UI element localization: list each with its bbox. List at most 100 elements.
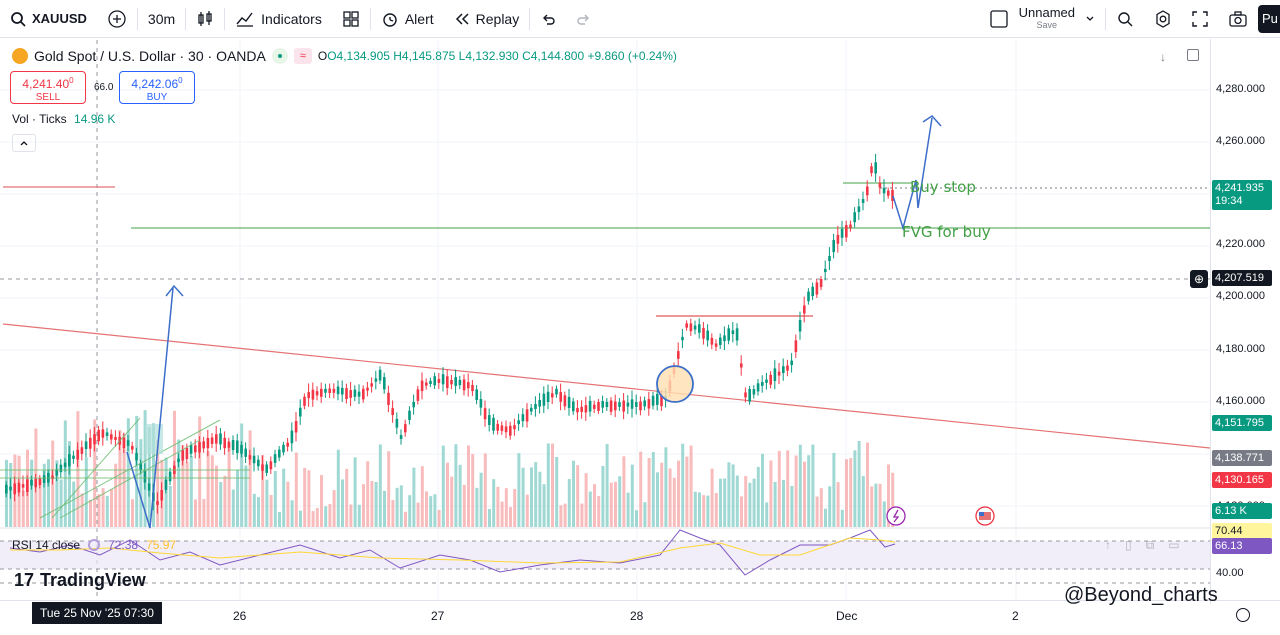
candle-body	[72, 455, 75, 459]
candle-body	[177, 458, 180, 462]
candle-body	[794, 340, 798, 353]
volume-bar	[639, 451, 643, 527]
candle-body	[110, 434, 113, 440]
candle-body	[614, 401, 617, 411]
candle-body	[467, 382, 470, 389]
volume-bar	[576, 465, 580, 527]
lightning-event-icon[interactable]	[886, 506, 906, 526]
price-tick: 4,180.000	[1216, 343, 1265, 355]
volume-bar	[236, 470, 239, 527]
expand-icon[interactable]: ⧉	[1145, 538, 1155, 552]
candle-body	[282, 444, 285, 453]
legend-maximize-icon[interactable]	[1187, 49, 1199, 61]
volume-bar	[563, 503, 567, 527]
settings-button[interactable]	[1144, 0, 1182, 38]
candle-body	[395, 418, 399, 428]
volume-bar	[181, 445, 185, 527]
axis-settings-icon[interactable]	[1236, 608, 1250, 622]
volume-bar	[555, 456, 559, 527]
volume-bar	[110, 489, 113, 527]
volume-bar	[870, 486, 874, 527]
interval-button[interactable]: 30m	[138, 0, 185, 38]
quick-search-button[interactable]	[1106, 0, 1144, 38]
candle-body	[719, 337, 722, 345]
candle-body	[521, 414, 525, 422]
volume-bar	[168, 485, 172, 527]
candle-body	[357, 391, 361, 397]
screenshot-button[interactable]	[1218, 0, 1258, 38]
volume-bar	[408, 495, 412, 527]
candle-body	[576, 408, 579, 413]
indicators-button[interactable]: Indicators	[225, 0, 332, 38]
candle-body	[731, 330, 735, 334]
arrow-up-icon[interactable]: ↑	[1105, 538, 1111, 552]
legend-collapse-icon[interactable]: ↓	[1160, 50, 1166, 64]
price-scale[interactable]	[1210, 39, 1280, 604]
candle-body	[584, 405, 588, 413]
volume-bar	[567, 479, 571, 527]
candle-body	[891, 189, 894, 201]
volume-bar	[475, 487, 479, 527]
volume-bar	[294, 452, 298, 527]
author-watermark: @Beyond_charts	[1064, 584, 1218, 606]
volume-bar	[887, 464, 890, 527]
volume-bar	[231, 489, 235, 527]
candle-body	[101, 429, 105, 438]
templates-button[interactable]	[332, 0, 370, 38]
volume-bar	[261, 454, 265, 527]
time-tick: 26	[233, 609, 247, 623]
candle-body	[223, 437, 226, 449]
candle-body	[160, 489, 163, 501]
candle-body	[219, 433, 222, 445]
candle-body	[618, 402, 621, 407]
candle-body	[257, 459, 260, 467]
fullscreen-button[interactable]	[1182, 0, 1218, 38]
volume-bar	[656, 472, 659, 527]
volume-bar	[492, 479, 496, 527]
candle-body	[17, 482, 21, 493]
chart-type-button[interactable]	[186, 0, 224, 38]
undo-button[interactable]	[530, 0, 566, 38]
replay-button[interactable]: Replay	[444, 0, 530, 38]
candle-body	[845, 225, 848, 238]
add-alert-icon[interactable]: ⊕	[1190, 270, 1208, 288]
volume-bar	[450, 476, 454, 527]
layout-button[interactable]: Unnamed Save	[979, 0, 1105, 38]
publish-button[interactable]: Pu	[1258, 4, 1280, 33]
compare-button[interactable]	[97, 0, 137, 38]
gold-icon	[12, 48, 28, 64]
candle-body	[345, 388, 348, 400]
alert-button[interactable]: Alert	[371, 0, 444, 38]
redo-button[interactable]	[566, 0, 602, 38]
volume-bar	[597, 496, 601, 527]
buy-price-sup: 0	[178, 76, 183, 85]
candle-body	[811, 286, 814, 297]
volume-bar	[605, 443, 609, 527]
volume-bar	[324, 506, 328, 527]
candle-body	[756, 383, 760, 392]
candle-body	[194, 445, 197, 453]
volume-bar	[114, 463, 118, 527]
sell-button[interactable]: 4,241.400 SELL	[10, 71, 86, 104]
price-chart[interactable]: Buy stop FVG for buy	[0, 0, 1280, 600]
candle-body	[874, 162, 877, 174]
volume-value: 14.96 K	[74, 112, 116, 126]
time-axis[interactable]	[0, 600, 1280, 635]
volume-bar	[89, 499, 92, 527]
candle-body	[773, 368, 777, 381]
candle-body	[286, 442, 289, 447]
volume-bar	[341, 479, 344, 527]
candle-body	[597, 401, 600, 411]
collapse-legend-button[interactable]	[12, 134, 36, 152]
descending-trendline	[2, 323, 1211, 449]
trash-icon[interactable]: ▯	[1125, 538, 1132, 552]
buy-button[interactable]: 4,242.060 BUY	[119, 71, 195, 104]
blue-arrow-left	[126, 287, 174, 529]
candle-body	[450, 379, 453, 385]
alert-label: Alert	[404, 10, 434, 27]
volume-bar	[761, 453, 764, 527]
minimize-icon[interactable]: ▭	[1168, 538, 1180, 552]
candle-body	[454, 377, 457, 386]
tradingview-logo[interactable]: 17 TradingView	[14, 570, 146, 591]
symbol-search[interactable]: XAUUSD	[0, 0, 97, 38]
